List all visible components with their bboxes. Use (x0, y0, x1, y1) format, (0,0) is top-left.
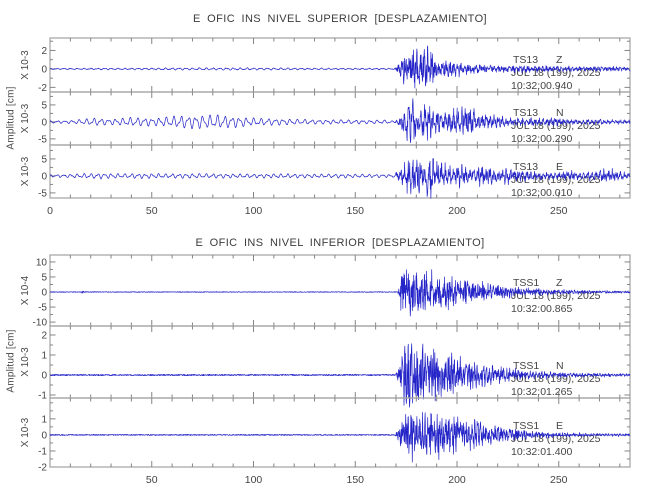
y-tick-label: 0 (41, 288, 47, 299)
x-tick-label: 200 (448, 205, 466, 217)
panel-title-superior: E OFIC INS NIVEL SUPERIOR [DESPLAZAMIENT… (192, 13, 488, 25)
component-id: Z (556, 277, 563, 289)
y-tick-label: 2 (41, 46, 47, 57)
y-tick-label: 0 (41, 430, 47, 441)
record-time: 10:32:01.265 (511, 386, 572, 398)
subplot-frame (49, 397, 631, 468)
y-tick-label: -5 (38, 188, 47, 199)
component-id: N (556, 360, 564, 372)
y-tick-label: -5 (38, 134, 47, 145)
record-time: 10:32:00.940 (511, 80, 572, 92)
x-tick-label: 250 (550, 205, 568, 217)
amplitude-scale-label: X 10-3 (20, 156, 31, 186)
component-id: E (556, 161, 563, 173)
waveform-trace-TSS1-Z (49, 269, 631, 317)
y-tick-label: 1 (41, 351, 47, 362)
amplitude-scale-label: X 10-4 (20, 275, 31, 305)
x-tick-label: 200 (448, 474, 466, 486)
x-ticks (69, 92, 621, 145)
y-ticks (50, 149, 630, 194)
amplitude-scale-label: X 10-3 (20, 103, 31, 133)
y-tick-label: -2 (38, 463, 47, 474)
x-tick-label: 100 (245, 205, 263, 217)
x-tick-label: 150 (346, 474, 364, 486)
component-id: N (556, 107, 564, 119)
station-id: TSS1 (513, 420, 539, 432)
waveform-trace-TS13-N (49, 98, 631, 144)
x-tick-labels: 0 50 100 150 200 250 (47, 205, 568, 217)
component-id: E (556, 420, 563, 432)
x-ticks (69, 326, 621, 398)
y-tick-label: 5 (41, 100, 47, 111)
x-tick-label: 50 (146, 205, 158, 217)
x-ticks (69, 145, 621, 198)
station-id: TS13 (513, 107, 538, 119)
x-ticks (69, 255, 621, 326)
y-tick-label: -1 (38, 446, 47, 457)
station-id: TSS1 (513, 277, 539, 289)
y-tick-label: 10 (36, 257, 48, 268)
amplitude-scale-label: X 10-3 (20, 347, 31, 377)
y-tick-label: -5 (38, 303, 47, 314)
x-tick-label: 0 (47, 205, 53, 217)
waveform-trace-TS13-Z (49, 45, 631, 89)
amplitude-scale-label: X 10-3 (20, 417, 31, 447)
y-tick-label: 0 (41, 117, 47, 128)
y-ticks (50, 40, 630, 88)
y-tick-label: -10 (33, 318, 48, 329)
y-tick-label: -2 (38, 83, 47, 94)
y-tick-label: -1 (38, 391, 47, 402)
y-tick-label: 5 (41, 154, 47, 165)
waveform-trace-TSS1-N (49, 343, 631, 408)
record-time: 10:32:00.010 (511, 187, 572, 199)
x-tick-label: 150 (346, 205, 364, 217)
station-id: TS13 (513, 54, 538, 66)
record-time: 10:32:01.400 (511, 446, 572, 458)
x-ticks (69, 398, 621, 467)
x-tick-label: 250 (550, 474, 568, 486)
waveform-trace-TS13-E (49, 158, 631, 199)
panel-title-inferior: E OFIC INS NIVEL INFERIOR [DESPLAZAMIENT… (195, 237, 485, 249)
x-tick-label: 100 (245, 474, 263, 486)
y-tick-label: 5 (41, 272, 47, 283)
x-tick-labels: 50 100 150 200 250 (146, 474, 568, 486)
y-tick-label: 1 (41, 414, 47, 425)
y-tick-label: 0 (41, 64, 47, 75)
waveform-trace-TSS1-E (49, 412, 631, 463)
station-id: TSS1 (513, 360, 539, 372)
subplot-frame (49, 144, 631, 199)
record-time: 10:32:00.865 (511, 303, 572, 315)
y-tick-label: 0 (41, 171, 47, 182)
amplitude-scale-label: X 10-3 (20, 50, 31, 80)
x-tick-label: 50 (146, 474, 158, 486)
y-tick-label: 2 (41, 331, 47, 342)
component-id: Z (556, 54, 563, 66)
record-time: 10:32:00.290 (511, 133, 572, 145)
y-tick-label: 0 (41, 371, 47, 382)
station-id: TS13 (513, 161, 538, 173)
